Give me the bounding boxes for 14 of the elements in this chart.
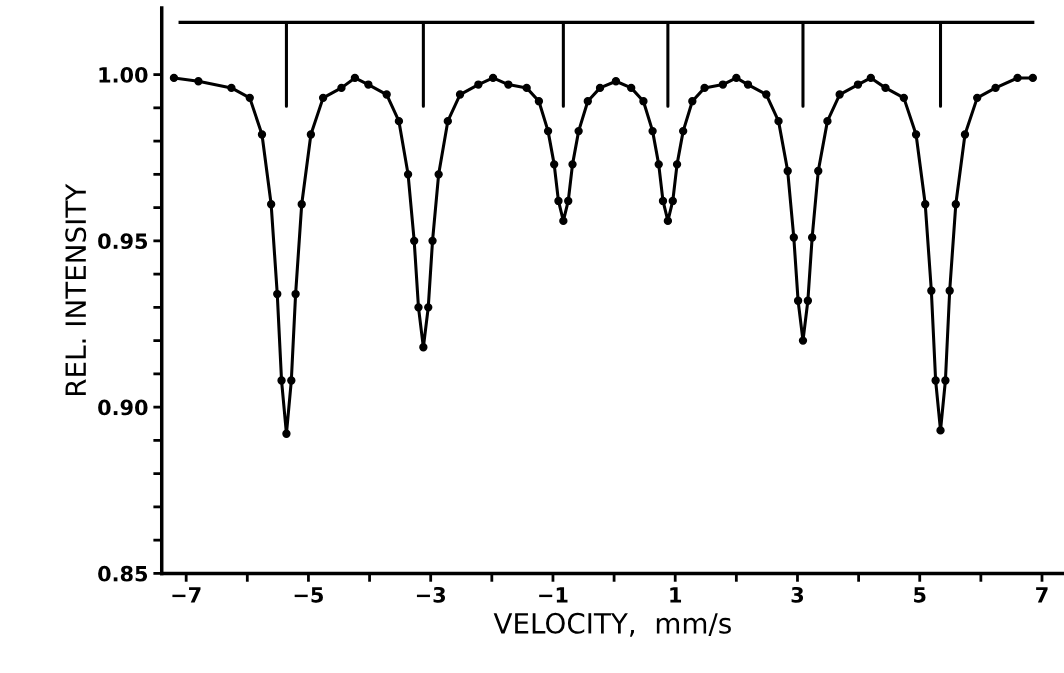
- x-tick-label: −1: [539, 587, 568, 603]
- x-tick-label: −7: [172, 587, 201, 603]
- x-tick-label: 1: [670, 587, 682, 603]
- x-tick-label: 7: [1036, 587, 1048, 603]
- y-tick-label: 0.85: [98, 565, 148, 582]
- x-axis-title: VELOCITY, mm/s: [493, 612, 731, 637]
- y-tick-label: 1.00: [99, 67, 148, 83]
- x-tick-label: 3: [791, 586, 804, 603]
- y-tick-label: 0.95: [98, 233, 148, 250]
- y-axis-title: REL. INTENSITY: [65, 183, 87, 396]
- x-tick-label: −5: [294, 587, 323, 603]
- y-tick-label: 0.90: [98, 399, 148, 416]
- x-tick-label: −3: [416, 586, 446, 603]
- x-tick-label: 5: [914, 587, 926, 603]
